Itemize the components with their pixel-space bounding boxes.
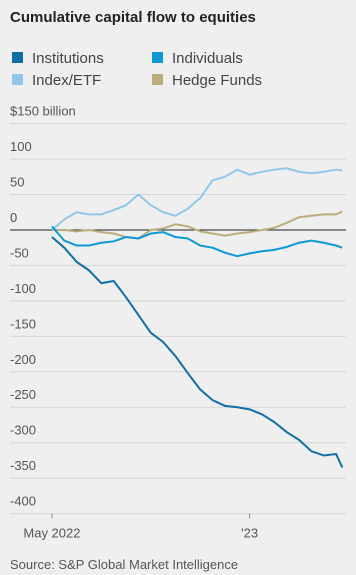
y-tick-label: 0 bbox=[10, 210, 17, 225]
y-tick-label: -350 bbox=[10, 458, 36, 473]
chart-title: Cumulative capital flow to equities bbox=[10, 9, 256, 26]
legend-swatch bbox=[12, 74, 23, 85]
legend-label: Index/ETF bbox=[32, 72, 101, 89]
legend-swatch bbox=[152, 74, 163, 85]
y-tick-label: -200 bbox=[10, 352, 36, 367]
legend-label: Individuals bbox=[172, 50, 243, 67]
series-line bbox=[51, 210, 343, 240]
y-tick-label: -250 bbox=[10, 387, 36, 402]
x-tick-label: May 2022 bbox=[23, 526, 80, 541]
legend-swatch bbox=[12, 52, 23, 63]
y-tick-label: -50 bbox=[10, 245, 29, 260]
y-tick-label: $150 billion bbox=[10, 104, 76, 119]
y-tick-label: -100 bbox=[10, 281, 36, 296]
legend-swatch bbox=[152, 52, 163, 63]
x-tick-label: '23 bbox=[241, 526, 258, 541]
y-tick-label: 100 bbox=[10, 139, 32, 154]
y-tick-label: -150 bbox=[10, 316, 36, 331]
y-tick-label: -300 bbox=[10, 423, 36, 438]
y-tick-label: -400 bbox=[10, 494, 36, 509]
legend-label: Institutions bbox=[32, 50, 104, 67]
series-line bbox=[51, 236, 344, 468]
source: Source: S&P Global Market Intelligence bbox=[10, 557, 238, 572]
y-tick-label: 50 bbox=[10, 175, 24, 190]
series-line bbox=[51, 225, 343, 258]
legend-label: Hedge Funds bbox=[172, 72, 262, 89]
series-line bbox=[51, 167, 343, 231]
